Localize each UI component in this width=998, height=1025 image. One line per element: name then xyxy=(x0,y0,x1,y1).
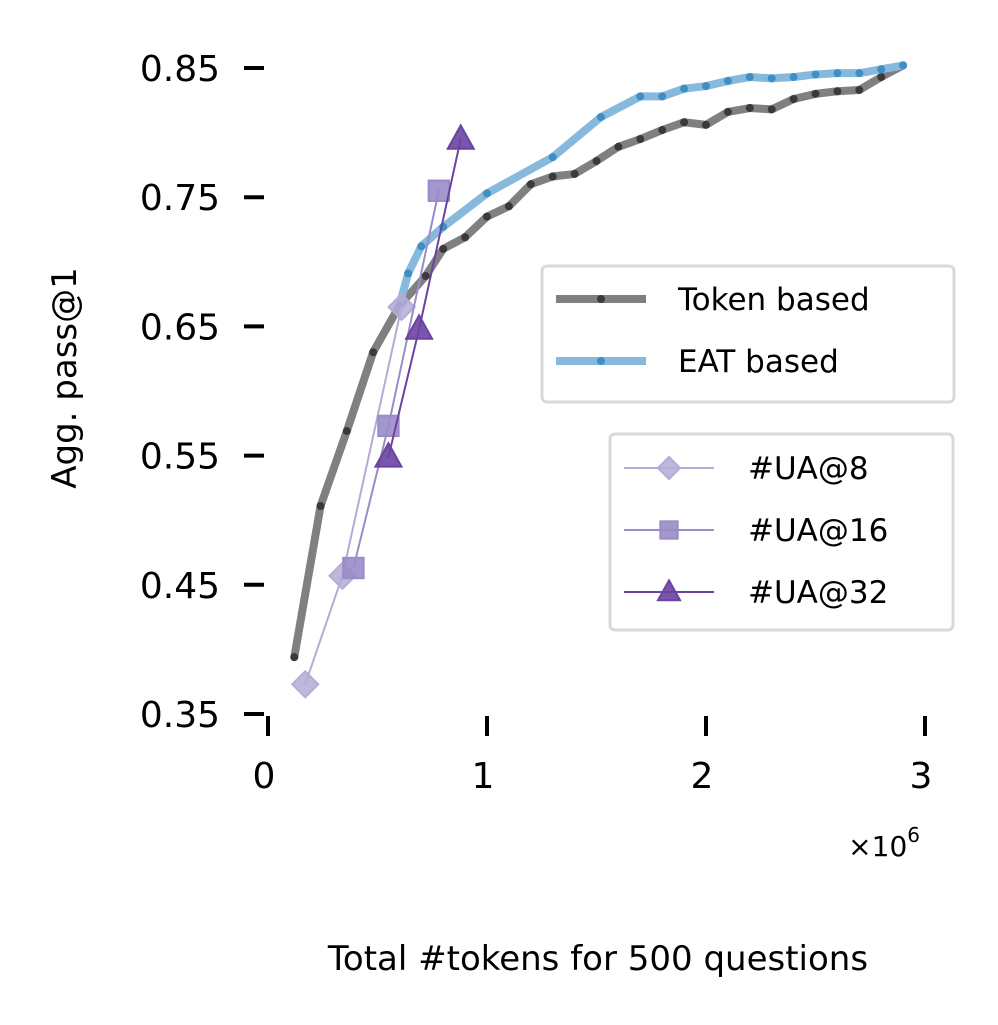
data-point-eat-based-6 xyxy=(596,113,605,122)
x-multiplier-label: ×106 xyxy=(848,823,920,863)
legend-label-ua-32: #UA@32 xyxy=(748,575,888,611)
data-point-ua-32-2 xyxy=(446,123,476,150)
data-point-token-based-11 xyxy=(548,172,557,181)
data-point-eat-based-2 xyxy=(417,242,426,251)
y-tick-label-5: 0.85 xyxy=(140,49,220,90)
data-point-token-based-26 xyxy=(877,73,886,82)
x-tick-label-3: 3 xyxy=(910,756,933,797)
data-point-eat-based-16 xyxy=(833,69,842,78)
data-point-token-based-0 xyxy=(290,653,299,662)
data-point-eat-based-13 xyxy=(767,74,776,83)
data-point-token-based-2 xyxy=(342,427,351,436)
series-ua-16 xyxy=(342,179,451,580)
legend-marker-eat-based xyxy=(597,357,605,365)
data-point-token-based-12 xyxy=(570,169,579,178)
x-axis-label: Total #tokens for 500 questions xyxy=(327,939,868,979)
legend-markers: #UA@8 #UA@16 #UA@32 xyxy=(608,432,955,632)
data-point-eat-based-11 xyxy=(723,76,732,85)
data-point-eat-based-18 xyxy=(877,65,886,74)
series-line-token-based xyxy=(290,61,908,662)
data-point-token-based-18 xyxy=(702,120,710,129)
data-point-ua-16-0 xyxy=(342,556,365,580)
data-point-token-based-14 xyxy=(614,142,623,151)
data-point-ua-32-0 xyxy=(373,441,404,468)
legend-label-ua-8: #UA@8 xyxy=(748,451,869,487)
data-point-token-based-8 xyxy=(483,212,491,221)
x-tick-label-2: 2 xyxy=(691,756,714,797)
x-multiplier-exponent: 6 xyxy=(907,823,920,847)
data-point-eat-based-10 xyxy=(702,82,710,91)
data-point-token-based-23 xyxy=(811,89,820,98)
data-point-eat-based-7 xyxy=(636,92,645,101)
legend-label-token-based: Token based xyxy=(677,282,870,318)
data-point-token-based-15 xyxy=(636,135,645,144)
plot-area xyxy=(290,61,908,699)
legend-entry-ua-32: #UA@32 xyxy=(624,575,888,611)
data-point-eat-based-12 xyxy=(745,73,754,82)
y-tick-label-1: 0.45 xyxy=(140,566,220,607)
series-token-based xyxy=(290,61,908,662)
data-point-eat-based-1 xyxy=(404,269,413,278)
data-point-eat-based-9 xyxy=(680,84,689,93)
y-tick-label-0: 0.35 xyxy=(140,695,220,736)
x-tick-label-1: 1 xyxy=(472,756,495,797)
data-point-token-based-6 xyxy=(439,244,448,253)
y-tick-label-3: 0.65 xyxy=(140,307,220,348)
data-point-ua-8-0 xyxy=(290,669,320,699)
x-axis: 0 1 2 3 xyxy=(253,716,933,797)
series-line-ua-8 xyxy=(304,306,403,686)
data-point-eat-based-19 xyxy=(899,61,908,70)
legend-entry-ua-8: #UA@8 xyxy=(624,451,869,487)
data-point-token-based-1 xyxy=(316,501,325,510)
data-point-token-based-7 xyxy=(461,233,470,242)
y-tick-label-4: 0.75 xyxy=(140,178,220,219)
data-point-eat-based-17 xyxy=(855,69,864,78)
legend-marker-token-based xyxy=(597,295,605,303)
legend-markers-frame xyxy=(608,432,955,632)
data-point-token-based-13 xyxy=(592,157,601,166)
data-point-token-based-19 xyxy=(723,107,732,116)
legend-marker-ua-8 xyxy=(656,455,682,481)
series-ua-8 xyxy=(290,292,417,699)
data-point-eat-based-8 xyxy=(658,92,667,101)
data-point-token-based-25 xyxy=(855,85,864,94)
data-point-eat-based-14 xyxy=(789,73,798,82)
series-ua-32 xyxy=(373,123,476,468)
data-point-eat-based-15 xyxy=(811,70,820,79)
data-point-token-based-20 xyxy=(745,104,754,113)
legend-entry-eat-based: EAT based xyxy=(556,344,839,380)
legend-label-ua-16: #UA@16 xyxy=(748,513,888,549)
data-point-ua-32-1 xyxy=(404,313,434,340)
y-axis: 0.35 0.45 0.55 0.65 0.75 0.85 xyxy=(140,49,264,736)
legend-entry-token-based: Token based xyxy=(556,282,870,318)
data-point-token-based-16 xyxy=(658,126,667,135)
legend-entry-ua-16: #UA@16 xyxy=(624,513,888,549)
data-point-token-based-21 xyxy=(767,105,776,114)
data-point-token-based-10 xyxy=(526,180,535,189)
data-point-ua-16-2 xyxy=(427,179,451,202)
data-point-token-based-5 xyxy=(421,272,430,281)
data-point-ua-8-2 xyxy=(387,292,417,322)
legend-marker-ua-16 xyxy=(659,520,679,540)
legend-lines: Token based EAT based xyxy=(540,264,956,404)
data-point-token-based-17 xyxy=(680,118,689,127)
data-point-token-based-3 xyxy=(369,348,378,357)
y-axis-label: Agg. pass@1 xyxy=(45,267,85,489)
series-eat-based xyxy=(395,61,908,310)
data-point-ua-16-1 xyxy=(377,414,400,438)
legend-label-eat-based: EAT based xyxy=(678,344,839,380)
data-point-token-based-24 xyxy=(833,87,842,96)
data-point-eat-based-4 xyxy=(483,189,491,198)
legend-marker-ua-32 xyxy=(656,578,682,602)
data-point-token-based-9 xyxy=(504,202,513,211)
x-tick-label-0: 0 xyxy=(253,756,276,797)
data-point-token-based-22 xyxy=(789,95,798,104)
y-tick-label-2: 0.55 xyxy=(140,437,220,478)
data-point-eat-based-5 xyxy=(548,153,557,162)
